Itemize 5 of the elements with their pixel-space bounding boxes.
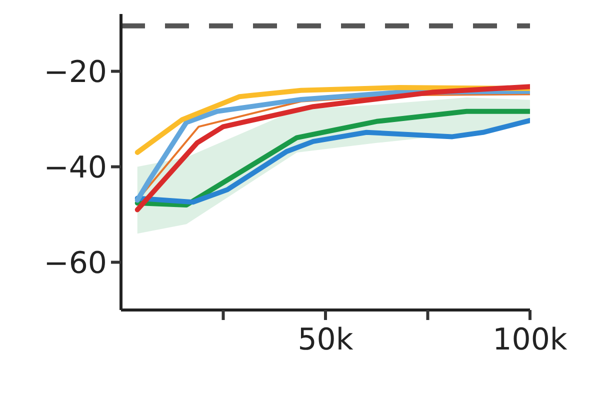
x-tick-label: 100k [492, 322, 568, 358]
y-tick-label: −60 [44, 246, 107, 281]
y-tick-label: −20 [44, 54, 107, 90]
x-tick-label: 50k [298, 322, 354, 358]
y-tick-label: −40 [44, 150, 107, 186]
